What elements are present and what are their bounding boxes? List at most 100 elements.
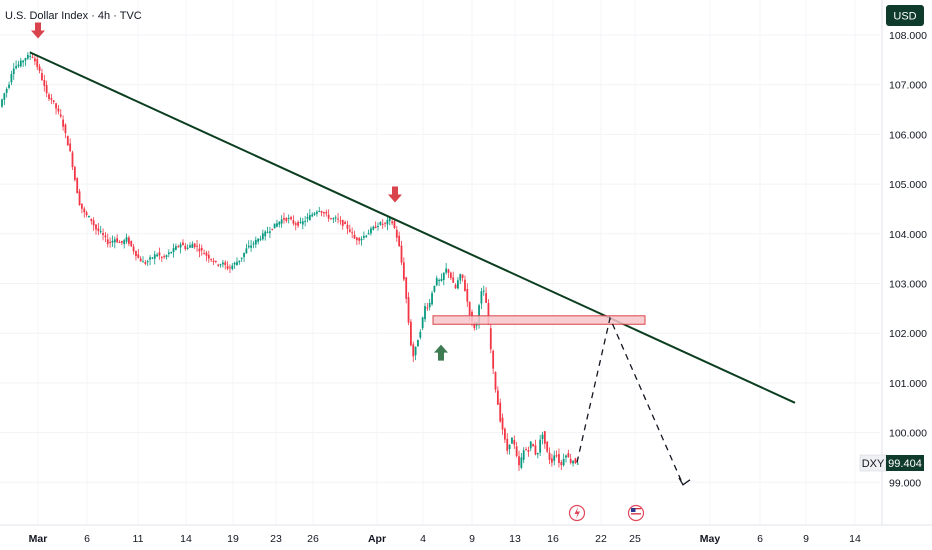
candle xyxy=(558,448,560,468)
candle xyxy=(146,259,149,266)
candle xyxy=(278,221,281,228)
candle xyxy=(417,339,419,347)
candle xyxy=(116,234,119,244)
candle xyxy=(247,240,250,249)
y-tick-label: 100.000 xyxy=(889,428,927,440)
candle xyxy=(370,226,372,236)
trendline[interactable] xyxy=(29,51,796,404)
price-badge-value: 99.404 xyxy=(888,458,922,470)
candle xyxy=(381,219,384,229)
candle xyxy=(73,165,76,182)
candle xyxy=(384,222,386,228)
candle xyxy=(261,229,264,241)
y-tick-label: 105.000 xyxy=(889,179,927,191)
candle xyxy=(177,244,180,248)
candle xyxy=(419,329,422,340)
candle xyxy=(266,226,269,234)
chart-title: U.S. Dollar Index · 4h · TVC xyxy=(5,10,142,22)
candle xyxy=(405,276,408,304)
candle xyxy=(41,68,43,81)
candle xyxy=(346,220,349,235)
candle xyxy=(179,242,182,254)
candle xyxy=(10,70,13,86)
candle xyxy=(210,258,213,263)
candle xyxy=(518,450,520,471)
candle xyxy=(565,454,567,463)
candle xyxy=(445,263,448,275)
candle xyxy=(308,209,311,221)
x-tick-label: 22 xyxy=(595,533,607,545)
currency-button[interactable]: USD xyxy=(886,5,924,26)
candle xyxy=(17,60,20,68)
candle xyxy=(482,285,485,296)
candle xyxy=(400,240,403,266)
candle xyxy=(299,217,302,224)
candle xyxy=(45,80,48,98)
candle xyxy=(118,240,121,244)
candle xyxy=(88,215,90,218)
candle xyxy=(95,224,97,235)
candle xyxy=(52,100,55,105)
candle xyxy=(156,252,158,258)
candle xyxy=(238,260,241,265)
candle xyxy=(386,216,389,231)
candle xyxy=(193,242,196,249)
candle xyxy=(454,283,457,290)
candle xyxy=(480,287,483,310)
candle xyxy=(365,234,368,238)
candle xyxy=(393,219,396,229)
candle xyxy=(379,221,382,226)
candle xyxy=(569,453,572,465)
lightning-event-icon[interactable] xyxy=(568,504,586,522)
candle xyxy=(182,239,184,246)
candle xyxy=(31,54,34,59)
candle xyxy=(304,216,307,227)
candle xyxy=(294,221,297,231)
candle xyxy=(551,453,553,467)
candle xyxy=(334,215,337,222)
x-tick-label: 9 xyxy=(803,533,809,545)
candle xyxy=(36,56,39,70)
candle xyxy=(130,240,133,248)
candle xyxy=(264,230,267,241)
candle xyxy=(172,243,175,258)
candle xyxy=(438,278,440,287)
resistance-zone[interactable] xyxy=(432,315,646,325)
up-arrow-icon xyxy=(434,344,448,361)
candle xyxy=(111,235,114,247)
candle xyxy=(207,250,210,263)
candle xyxy=(71,150,74,171)
candle xyxy=(158,247,161,260)
candle xyxy=(196,239,198,252)
projection-path[interactable] xyxy=(576,316,684,486)
candle xyxy=(128,235,130,247)
candle xyxy=(508,444,511,455)
flag-event-icon[interactable] xyxy=(627,504,645,522)
candle xyxy=(306,213,309,223)
candle xyxy=(341,219,344,230)
candle xyxy=(452,271,455,283)
x-tick-label: 23 xyxy=(270,533,282,545)
candle xyxy=(297,220,299,228)
candle xyxy=(447,268,450,278)
candle xyxy=(55,102,57,115)
candle xyxy=(83,206,86,218)
candle xyxy=(285,217,288,223)
candle xyxy=(431,290,433,306)
currency-button-label: USD xyxy=(893,11,916,23)
candle xyxy=(240,257,243,262)
candle xyxy=(543,431,546,449)
candle xyxy=(81,203,83,214)
candle xyxy=(532,443,534,447)
candle xyxy=(175,243,177,251)
candle xyxy=(186,244,189,250)
down-arrow-icon xyxy=(388,186,402,203)
candle xyxy=(501,413,504,435)
candle xyxy=(374,221,377,229)
candle xyxy=(330,217,332,220)
candle xyxy=(546,441,549,454)
candle xyxy=(536,452,539,459)
candle xyxy=(496,386,499,405)
candle xyxy=(259,235,262,242)
candle xyxy=(412,341,415,363)
